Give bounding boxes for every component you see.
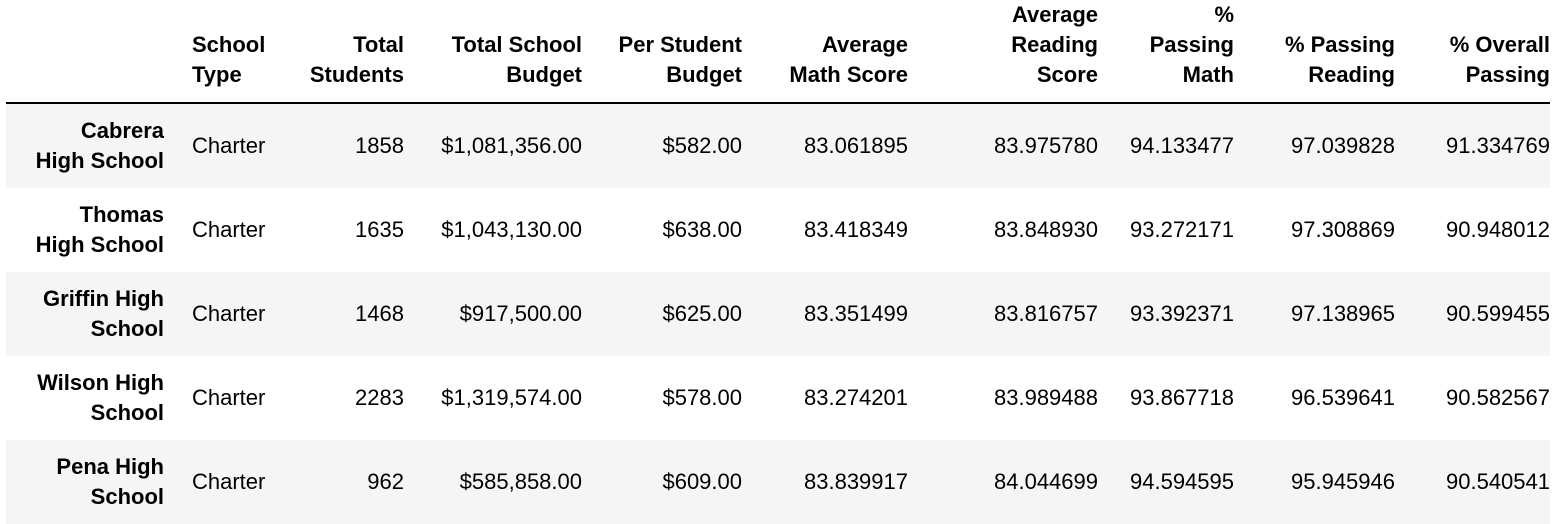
avg-math-header: Average Math Score: [789, 32, 908, 87]
avg-math: 83.418349: [804, 217, 908, 242]
school-type: Charter: [192, 133, 266, 158]
total-budget: $1,319,574.00: [441, 385, 582, 410]
overall-passing: 90.540541: [1446, 469, 1550, 494]
table-row: Thomas High School Charter 1635 $1,043,1…: [6, 188, 1550, 272]
avg-reading: 83.816757: [994, 301, 1098, 326]
per-student-budget: $609.00: [662, 469, 742, 494]
total-students: 2283: [355, 385, 404, 410]
per-student-budget: $582.00: [662, 133, 742, 158]
per-student-budget: $578.00: [662, 385, 742, 410]
pass-math-header: % Passing Math: [1149, 2, 1234, 87]
per-student-budget-header: Per Student Budget: [618, 32, 742, 87]
overall-passing: 91.334769: [1446, 133, 1550, 158]
table-row: Pena High School Charter 962 $585,858.00…: [6, 440, 1550, 524]
avg-reading: 83.975780: [994, 133, 1098, 158]
school-type-header: School Type: [192, 32, 266, 87]
table-row: Griffin High School Charter 1468 $917,50…: [6, 272, 1550, 356]
avg-math: 83.351499: [804, 301, 908, 326]
pass-reading: 97.308869: [1291, 217, 1395, 242]
total-budget: $585,858.00: [459, 469, 582, 494]
overall-passing-header: % Overall Passing: [1449, 32, 1550, 87]
pass-reading: 97.138965: [1291, 301, 1395, 326]
school-type: Charter: [192, 301, 266, 326]
pass-math: 94.133477: [1130, 133, 1234, 158]
pass-reading: 97.039828: [1291, 133, 1395, 158]
pass-math: 94.594595: [1130, 469, 1234, 494]
school-name: Thomas High School: [35, 202, 164, 257]
total-budget-header: Total School Budget: [451, 32, 582, 87]
pass-reading: 96.539641: [1291, 385, 1395, 410]
pass-math: 93.272171: [1130, 217, 1234, 242]
total-budget: $1,081,356.00: [441, 133, 582, 158]
school-name: Cabrera High School: [35, 118, 164, 173]
total-students: 1468: [355, 301, 404, 326]
school-name: Wilson High School: [37, 370, 164, 425]
school-type: Charter: [192, 217, 266, 242]
avg-reading: 84.044699: [994, 469, 1098, 494]
avg-math: 83.061895: [804, 133, 908, 158]
avg-reading: 83.848930: [994, 217, 1098, 242]
school-type: Charter: [192, 385, 266, 410]
total-students-header: Total Students: [309, 32, 404, 87]
avg-reading-header: Average Reading Score: [1011, 2, 1098, 87]
total-budget: $1,043,130.00: [441, 217, 582, 242]
avg-reading: 83.989488: [994, 385, 1098, 410]
per-student-budget: $625.00: [662, 301, 742, 326]
overall-passing: 90.582567: [1446, 385, 1550, 410]
avg-math: 83.839917: [804, 469, 908, 494]
school-type: Charter: [192, 469, 266, 494]
total-students: 962: [367, 469, 404, 494]
table-row: Wilson High School Charter 2283 $1,319,5…: [6, 356, 1550, 440]
total-students: 1858: [355, 133, 404, 158]
pass-reading-header: % Passing Reading: [1284, 32, 1395, 87]
pass-reading: 95.945946: [1291, 469, 1395, 494]
table-row: Cabrera High School Charter 1858 $1,081,…: [6, 103, 1550, 188]
school-summary-table: School Type Total Students Total School …: [6, 0, 1550, 524]
total-budget: $917,500.00: [459, 301, 582, 326]
school-name: Griffin High School: [43, 286, 164, 341]
total-students: 1635: [355, 217, 404, 242]
school-name: Pena High School: [56, 454, 164, 509]
index-header: [6, 0, 174, 103]
header-row: School Type Total Students Total School …: [6, 0, 1550, 103]
avg-math: 83.274201: [804, 385, 908, 410]
pass-math: 93.392371: [1130, 301, 1234, 326]
overall-passing: 90.948012: [1446, 217, 1550, 242]
overall-passing: 90.599455: [1446, 301, 1550, 326]
pass-math: 93.867718: [1130, 385, 1234, 410]
per-student-budget: $638.00: [662, 217, 742, 242]
